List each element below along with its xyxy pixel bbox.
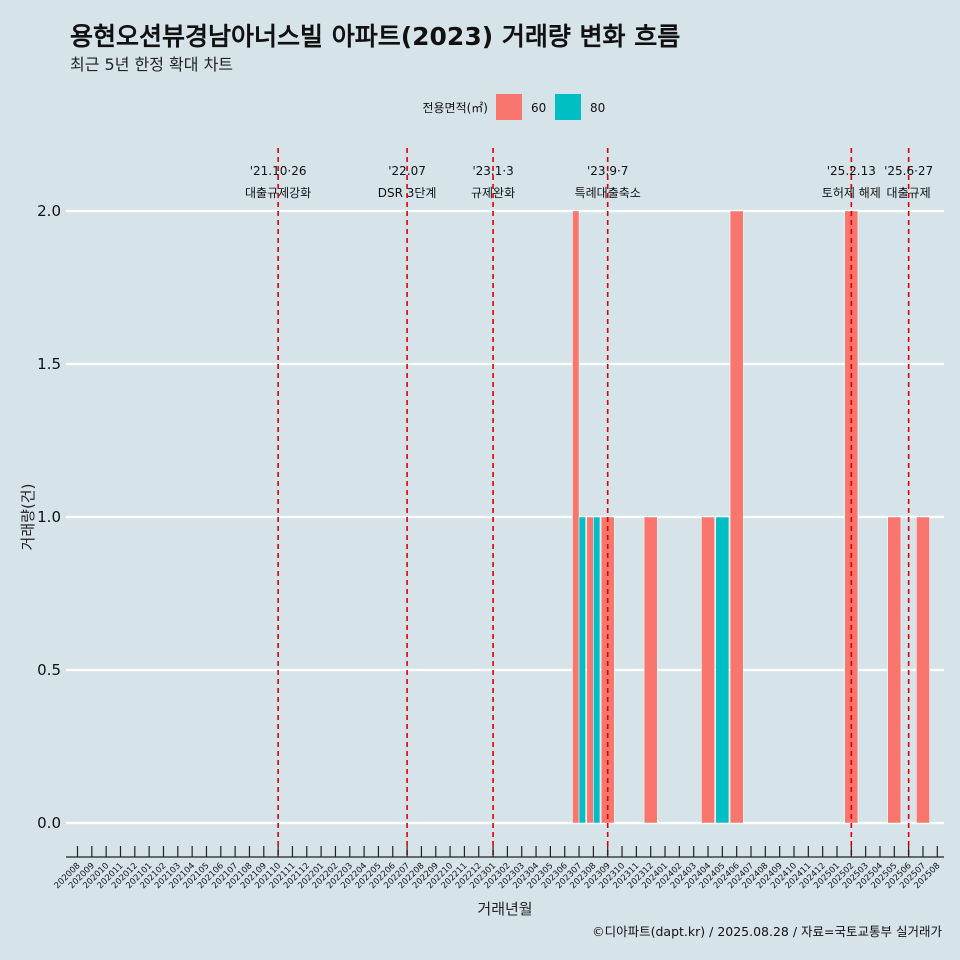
source-caption: ©디아파트(dapt.kr) / 2025.08.28 / 자료=국토교통부 실… xyxy=(592,924,942,939)
event-label: 토허제 해제 xyxy=(822,186,881,200)
event-date: '22.07 xyxy=(388,164,426,178)
event-date: '25.2.13 xyxy=(827,164,876,178)
bar-202312-60 xyxy=(643,516,658,824)
event-label: 대출규제 xyxy=(887,186,931,200)
bars xyxy=(572,210,930,824)
event-label: 대출규제강화 xyxy=(245,186,311,200)
event-date: '23.9·7 xyxy=(587,164,628,178)
event-date: '23.1·3 xyxy=(472,164,513,178)
bar-202308-80 xyxy=(593,516,601,824)
y-axis-title: 거래량(건) xyxy=(19,484,37,551)
bar-202507-60 xyxy=(916,516,930,824)
event-label: DSR 3단계 xyxy=(378,186,437,200)
event-date: '25.6·27 xyxy=(884,164,933,178)
event-markers: '21.10·26 대출규제강화 '22.07 DSR 3단계 '23.1·3 규제완화 '… xyxy=(245,148,933,857)
y-tick-label: 1.0 xyxy=(37,508,61,526)
y-tick-label: 0.5 xyxy=(37,661,61,679)
event-label: 특례대출축소 xyxy=(575,186,641,200)
event-date: '21.10·26 xyxy=(250,164,307,178)
bar-202505-60 xyxy=(887,516,902,824)
x-axis: 2020082020092020102020112020122021012021… xyxy=(53,846,944,891)
y-tick-label: 2.0 xyxy=(37,202,61,220)
y-tick-label: 0.0 xyxy=(37,814,61,832)
bar-202405-80 xyxy=(715,516,730,824)
legend: 전용면적(㎡) 60 80 xyxy=(422,94,605,120)
bar-202404-60 xyxy=(701,516,715,824)
y-tick-label: 1.5 xyxy=(37,355,61,373)
legend-title: 전용면적(㎡) xyxy=(422,101,488,115)
bar-202307-60 xyxy=(572,210,580,824)
bar-202406-60 xyxy=(729,210,744,824)
bar-202308-60 xyxy=(586,516,594,824)
legend-label-60: 60 xyxy=(531,101,546,115)
legend-label-80: 80 xyxy=(590,101,605,115)
x-axis-title: 거래년월 xyxy=(477,900,532,918)
legend-swatch-60 xyxy=(496,94,522,120)
bar-202307-80 xyxy=(578,516,586,824)
chart-title: 용현오션뷰경남아너스빌 아파트(2023) 거래량 변화 흐름 xyxy=(70,22,680,51)
event-label: 규제완화 xyxy=(471,186,515,200)
legend-swatch-80 xyxy=(555,94,581,120)
y-axis-ticks: 0.0 0.5 1.0 1.5 2.0 xyxy=(37,202,61,832)
y-gridlines xyxy=(66,209,944,825)
chart-subtitle: 최근 5년 한정 확대 차트 xyxy=(70,55,233,74)
